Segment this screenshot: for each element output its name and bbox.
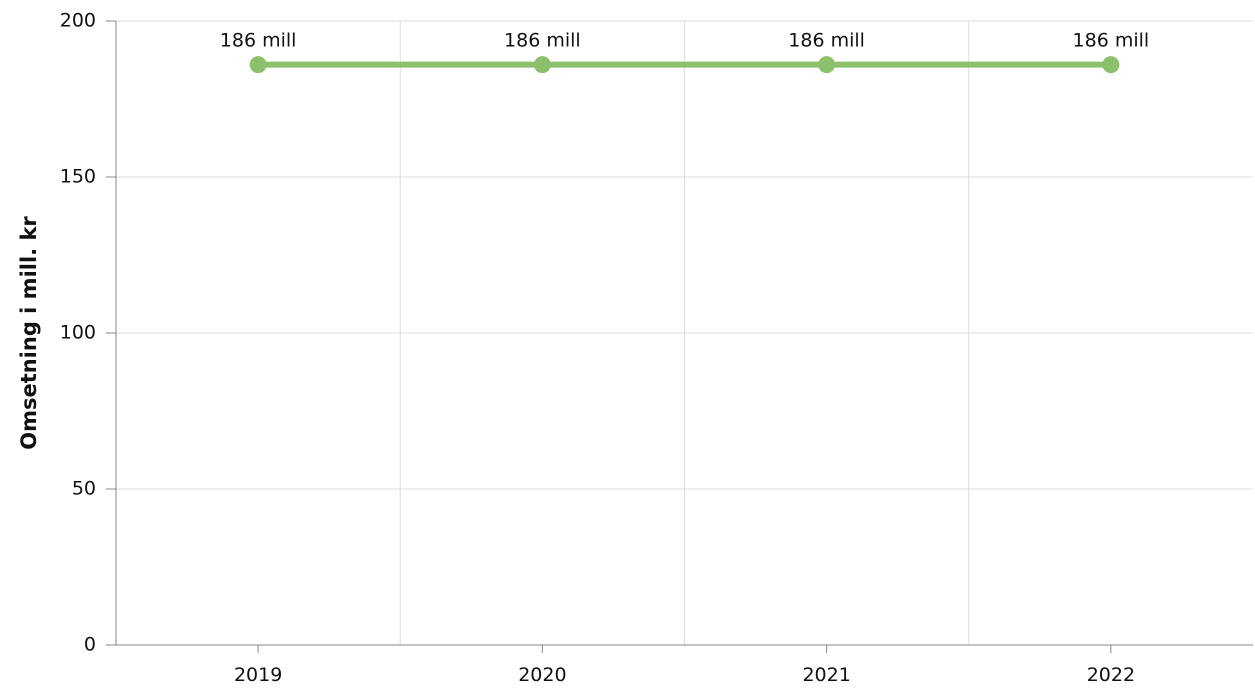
x-axis-ticks: 2019 2020 2021 2022	[234, 645, 1135, 686]
y-axis-ticks: 0 50 100 150 200	[60, 10, 116, 656]
y-tick-label: 50	[72, 478, 96, 500]
x-tick-label: 2022	[1087, 664, 1135, 686]
grid	[116, 20, 1253, 645]
data-label: 186 mill	[220, 30, 297, 52]
data-point	[1102, 56, 1120, 74]
y-tick-label: 150	[60, 166, 96, 188]
data-point	[533, 56, 551, 74]
x-tick-label: 2020	[518, 664, 566, 686]
x-tick-label: 2021	[802, 664, 850, 686]
y-axis-title: Omsetning i mill. kr	[17, 216, 41, 450]
data-point	[818, 56, 836, 74]
y-tick-label: 200	[60, 10, 96, 32]
data-labels: 186 mill 186 mill 186 mill 186 mill	[220, 30, 1149, 52]
y-tick-label: 0	[84, 634, 96, 656]
data-label: 186 mill	[504, 30, 581, 52]
data-label: 186 mill	[1073, 30, 1150, 52]
x-tick-label: 2019	[234, 664, 282, 686]
y-tick-label: 100	[60, 322, 96, 344]
data-point	[249, 56, 267, 74]
series-layer	[249, 56, 1120, 74]
data-label: 186 mill	[788, 30, 865, 52]
